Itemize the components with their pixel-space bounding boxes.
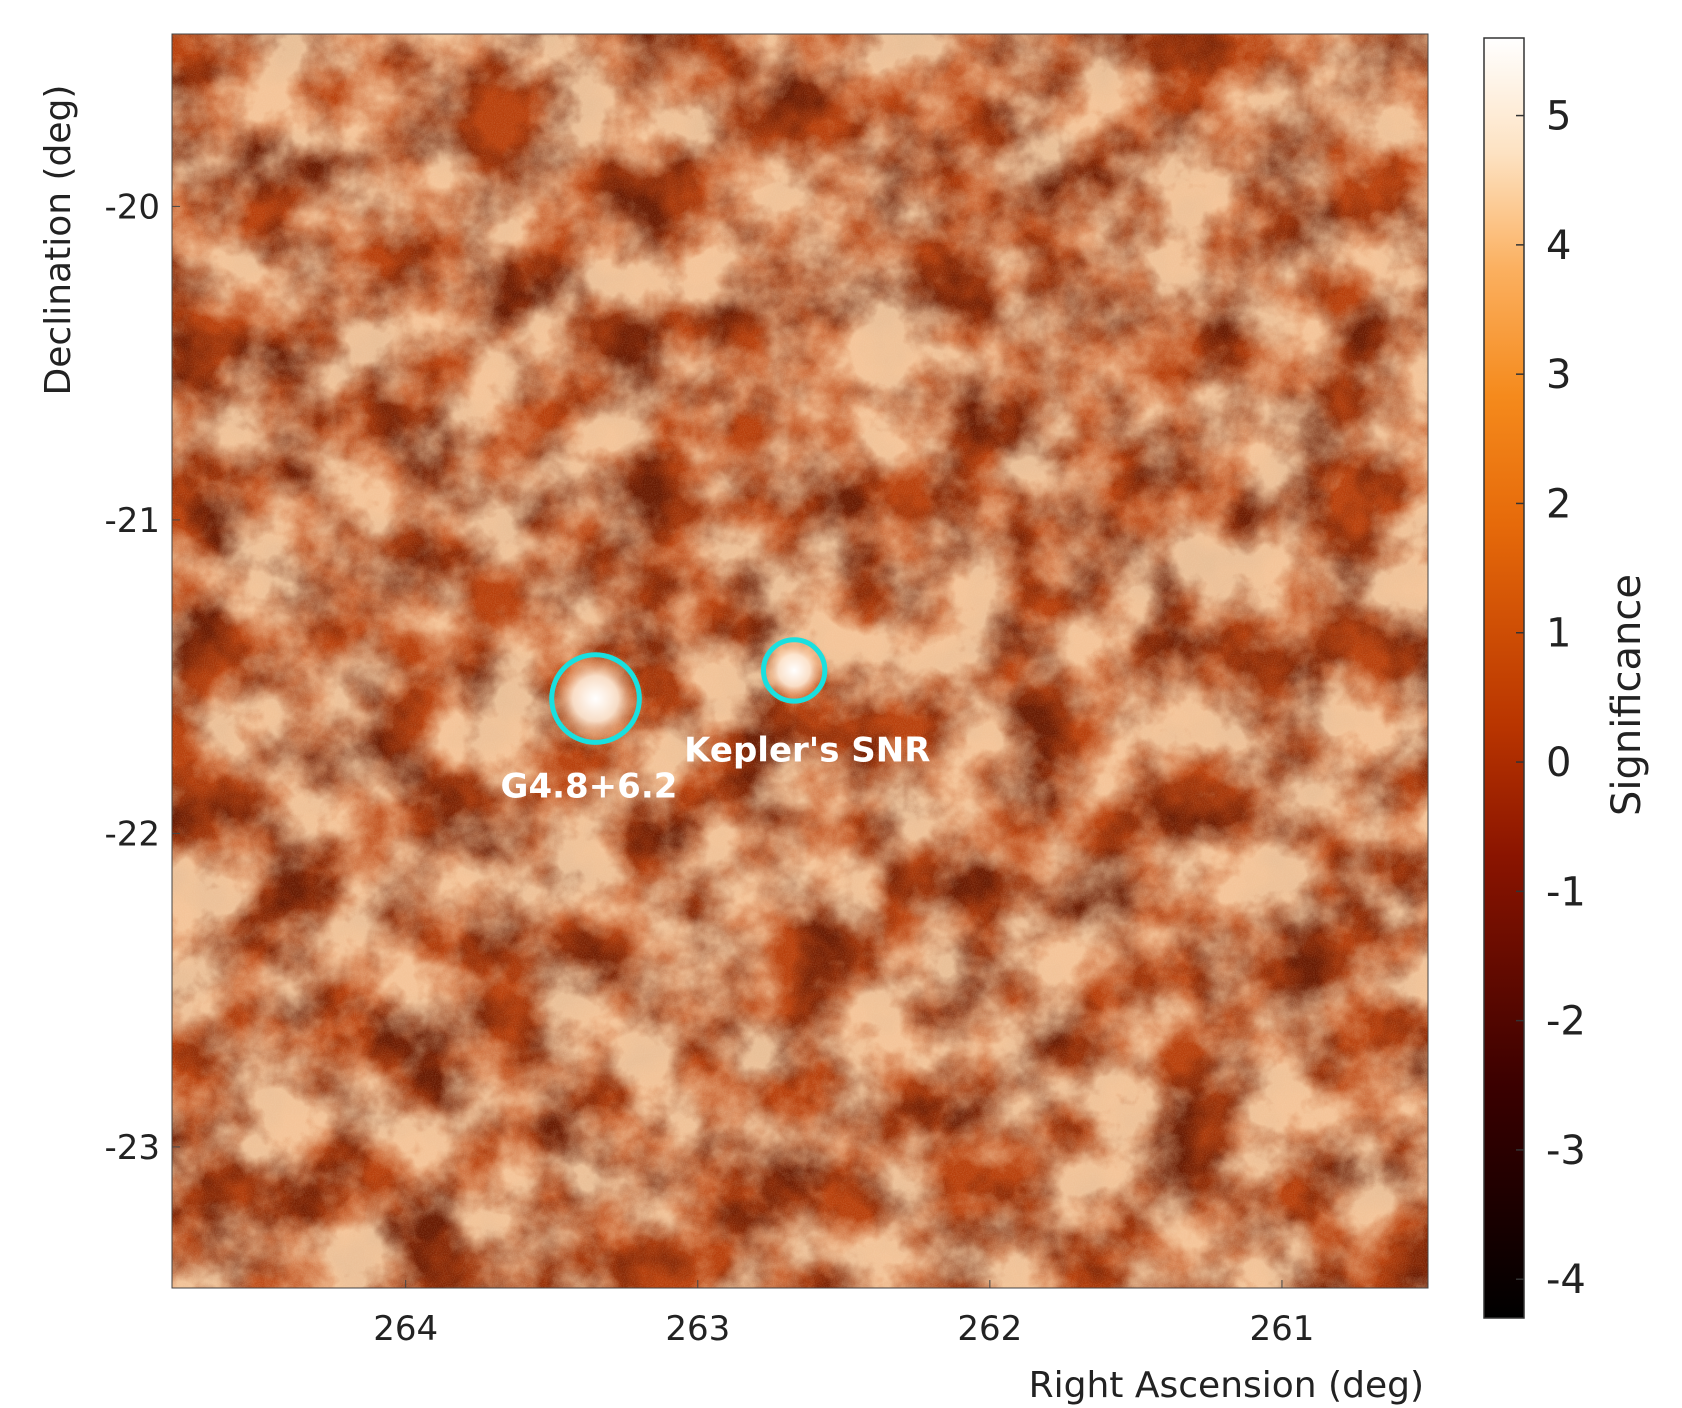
- colorbar-tick-label: 2: [1546, 481, 1571, 527]
- colorbar-tick-label: -4: [1546, 1257, 1586, 1303]
- colorbar-tick-label: 0: [1546, 740, 1571, 786]
- y-tick-label: -22: [104, 814, 160, 854]
- source-emission: [545, 648, 646, 750]
- x-axis-label: Right Ascension (deg): [1029, 1365, 1424, 1406]
- colorbar-label: Significance: [1604, 574, 1650, 816]
- plot-frame: [171, 33, 1429, 1289]
- y-axis-label: Declination (deg): [38, 85, 79, 396]
- source-label: G4.8+6.2: [501, 767, 678, 807]
- y-tick-label: -20: [104, 187, 160, 227]
- source-marker-circle: [549, 652, 642, 745]
- x-tick-label: 263: [665, 1309, 730, 1349]
- colorbar-tick-label: -2: [1546, 999, 1586, 1045]
- colorbar-tick-label: 1: [1546, 611, 1571, 657]
- colorbar-tick-label: 3: [1546, 352, 1571, 398]
- source-label: Kepler's SNR: [684, 730, 930, 770]
- source-marker-circle: [760, 637, 828, 704]
- y-tick-label: -23: [104, 1128, 160, 1168]
- colorbar: 5 4 3 2 1 0 -1 -2 -3 -4 Significance: [1483, 37, 1650, 1319]
- x-tick-label: 264: [373, 1309, 438, 1349]
- x-tick-label: 261: [1250, 1309, 1315, 1349]
- colorbar-tick-label: -3: [1546, 1128, 1586, 1174]
- colorbar-tick-label: -1: [1546, 869, 1586, 915]
- colorbar-tick-label: 5: [1546, 94, 1571, 140]
- y-tick-label: -21: [104, 501, 160, 541]
- significance-heatmap: [172, 34, 1428, 1288]
- colorbar-tick-label: 4: [1546, 223, 1571, 269]
- x-tick-label: 262: [957, 1309, 1022, 1349]
- colorbar-gradient: [1483, 37, 1525, 1319]
- source-emission: [758, 635, 830, 706]
